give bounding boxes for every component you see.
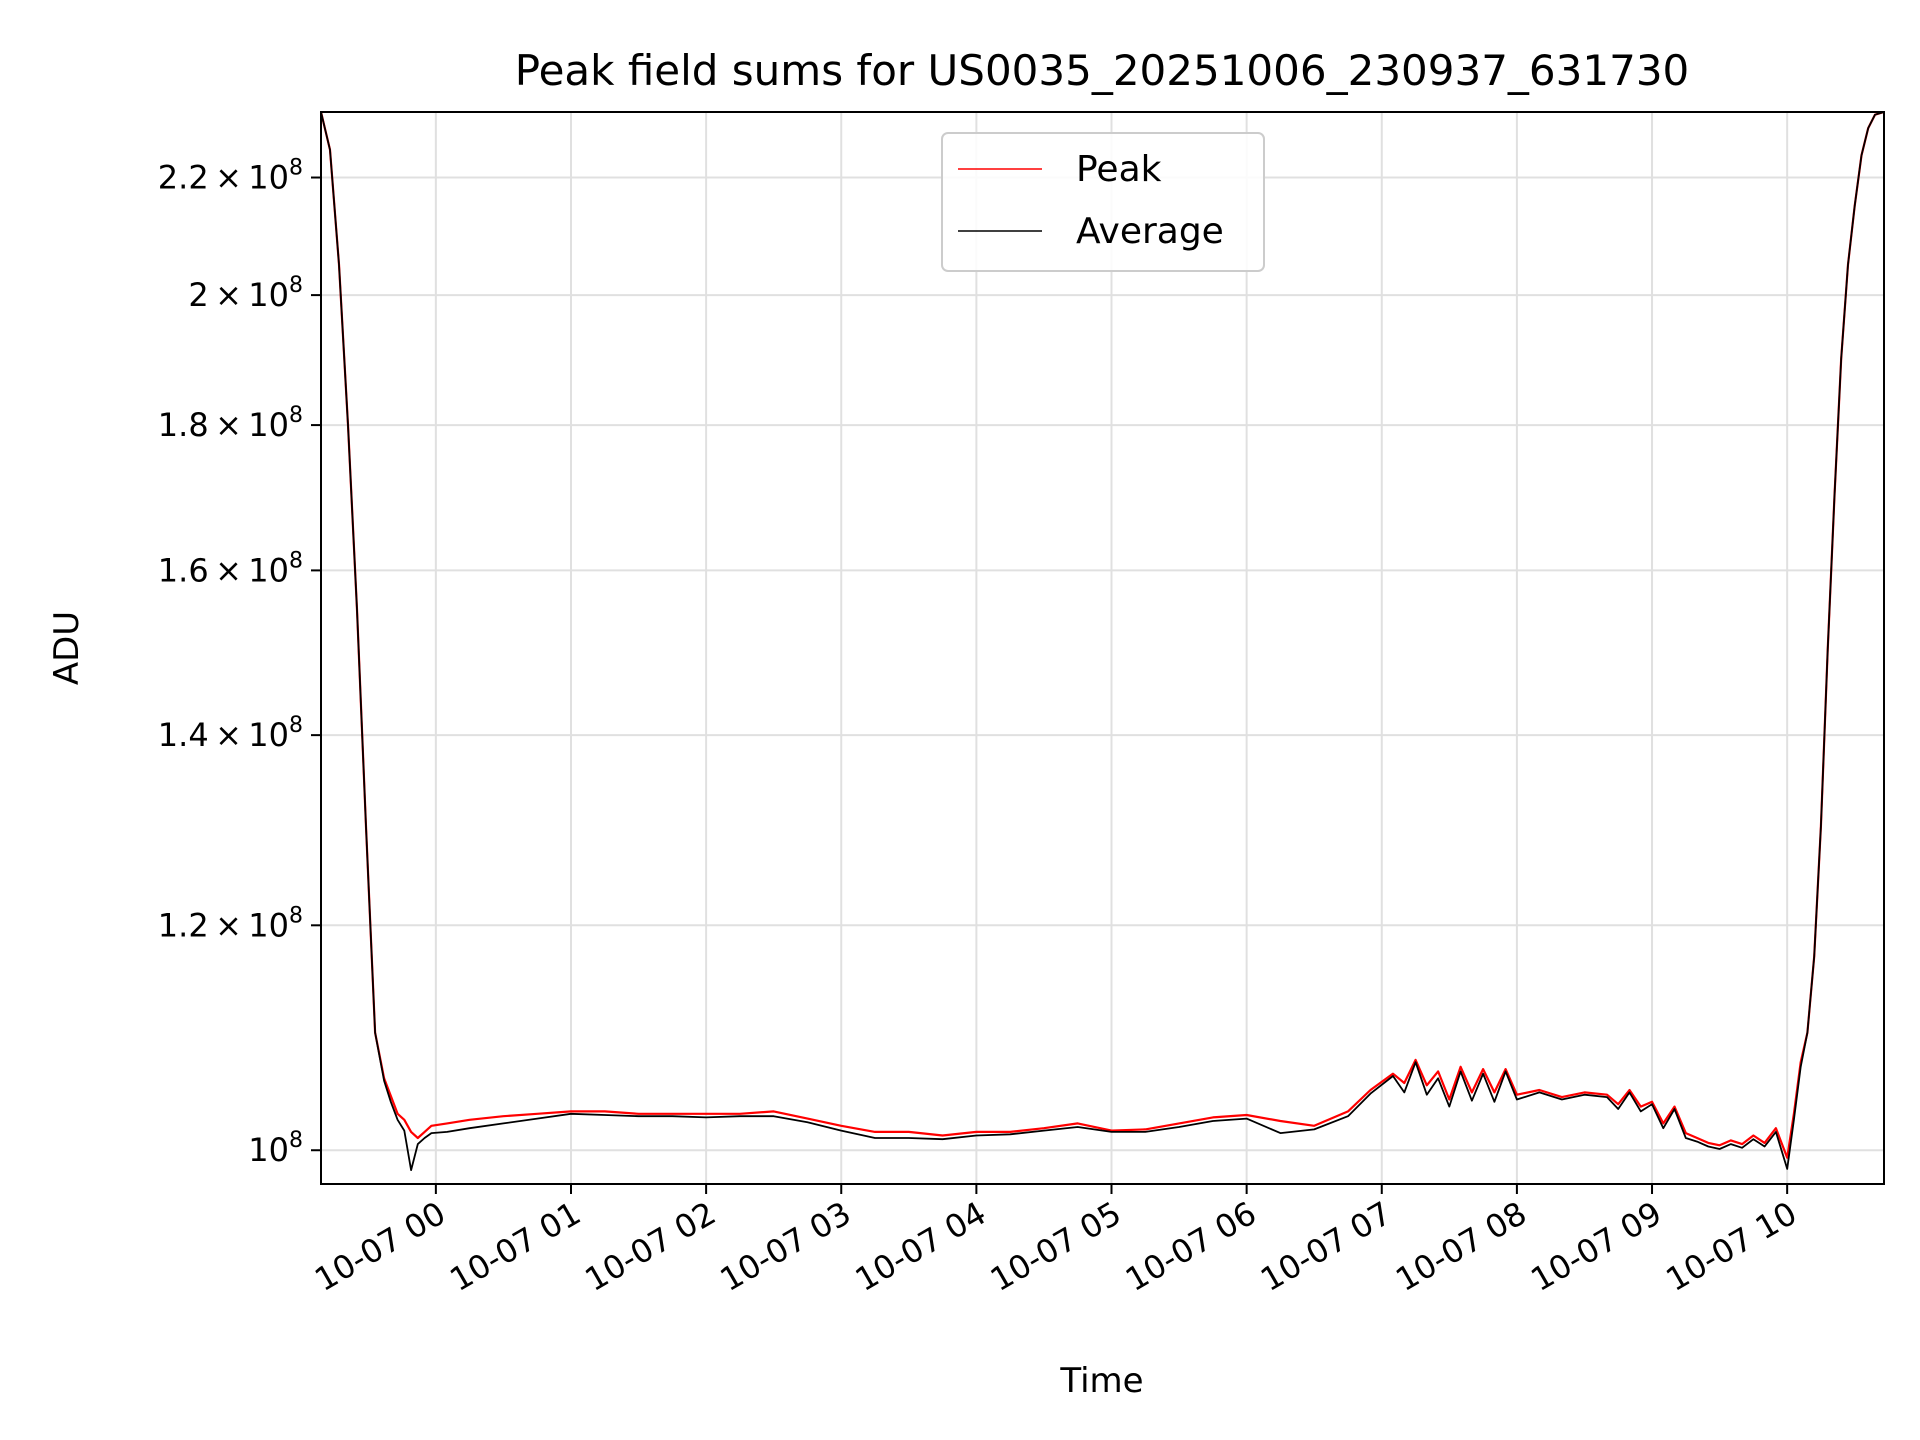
series-line-average: [320, 111, 1885, 1171]
series-average: [320, 111, 1885, 1171]
y-tick-label: 1.4 × 108: [158, 713, 303, 754]
y-tick-label: 1.8 × 108: [158, 403, 303, 444]
series-line-peak: [319, 110, 1885, 1159]
series-peak: [319, 110, 1885, 1159]
y-tick-label: 2.2 × 108: [158, 156, 303, 197]
grid-lines: [321, 112, 1884, 1184]
y-axis-title: ADU: [47, 611, 87, 685]
x-axis-title: Time: [1059, 1361, 1143, 1401]
y-tick-label: 1.6 × 108: [158, 548, 303, 589]
y-axis-ticks: 108 1.2 × 108 1.4 × 108 1.6 × 108 1.8 × 108 2…: [158, 156, 321, 1169]
plot-series: [319, 110, 1885, 1171]
legend-box: [941, 132, 1265, 272]
y-tick-label: 1.2 × 108: [158, 903, 303, 944]
legend-label-peak: Peak: [1076, 149, 1162, 190]
legend-label-average: Average: [1076, 211, 1224, 252]
y-tick-label: 2 × 108: [188, 273, 303, 314]
y-tick-label: 108: [248, 1128, 303, 1169]
plot-area-frame: [320, 111, 1885, 1185]
legend: Peak Average: [941, 132, 1265, 272]
chart-title: Peak field sums for US0035_20251006_2309…: [515, 46, 1690, 95]
